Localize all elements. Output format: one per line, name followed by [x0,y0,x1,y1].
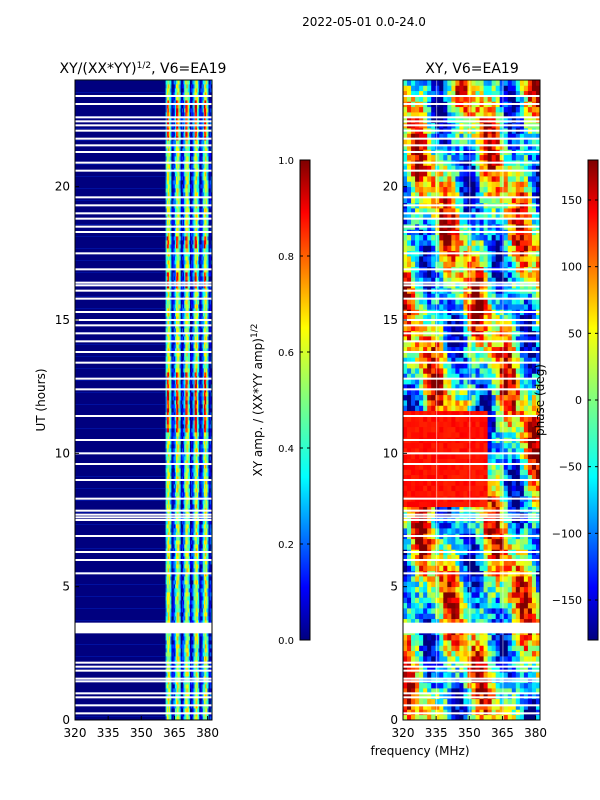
x-tick-label: 365 [163,726,186,740]
colorbar-tick-label: 0.8 [278,252,294,263]
colorbar-tick-label: 1.0 [278,156,294,167]
phase-axes-frame [402,79,541,721]
y-tick-label: 20 [55,180,70,194]
y-tick-label: 10 [383,446,398,460]
y-tick-label: 15 [55,313,70,327]
amplitude-panel: XY/(XX*YY)1/2, V6=EA19 320 335 350 365 380 0… [34,61,226,740]
colorbar-tick-label: 150 [561,194,582,207]
phase-title: XY, V6=EA19 [425,61,519,77]
y-tick-label: 15 [383,313,398,327]
amplitude-axes-frame [74,79,213,721]
y-tick-label: 20 [383,180,398,194]
amplitude-title: XY/(XX*YY)1/2, V6=EA19 [60,61,227,77]
x-tick-label: 380 [524,726,547,740]
phase-y-axis: 0 5 10 15 20 [383,180,407,727]
colorbar-tick-label: 0.4 [278,444,294,455]
colorbar-tick-label: 50 [568,327,582,340]
amplitude-heatmap [75,80,212,720]
phase-colorbar-label: phase (deg) [533,364,547,436]
colorbar-tick-label: 0.6 [278,348,294,359]
x-tick-label: 350 [458,726,481,740]
y-tick-label: 5 [62,580,70,594]
phase-colorbar-gradient [588,160,598,640]
y-tick-label: 0 [62,713,70,727]
y-tick-label: 5 [390,580,398,594]
amplitude-colorbar-frame [299,159,311,641]
colorbar-tick-label: 0.0 [278,636,294,647]
x-tick-label: 335 [97,726,120,740]
amplitude-colorbar: 0.0 0.2 0.4 0.6 0.8 1.0 XY amp. / (XX*YY amp)… [250,156,311,647]
colorbar-tick-label: 0 [575,394,582,407]
phase-colorbar: −150 −100 −50 0 50 100 150 phase (deg) [533,159,599,641]
colorbar-tick-label: −100 [552,527,582,540]
x-tick-label: 320 [64,726,87,740]
amplitude-x-axis: 320 335 350 365 380 [64,716,219,740]
x-tick-label: 350 [130,726,153,740]
y-tick-label: 0 [390,713,398,727]
colorbar-tick-label: −50 [559,461,582,474]
colorbar-tick-label: 100 [561,261,582,274]
phase-x-axis: 320 335 350 365 380 [392,716,547,740]
x-tick-label: 365 [491,726,514,740]
colorbar-tick-label: 0.2 [278,540,294,551]
amplitude-y-axis: 0 5 10 15 20 [55,180,79,727]
amplitude-colorbar-label: XY amp. / (XX*YY amp)1/2 [250,324,265,477]
x-tick-label: 320 [392,726,415,740]
y-tick-label: 10 [55,446,70,460]
suptitle: 2022-05-01 0.0-24.0 [302,15,426,29]
x-tick-label: 335 [425,726,448,740]
x-tick-label: 380 [196,726,219,740]
figure-xlabel: frequency (MHz) [370,744,469,758]
amplitude-colorbar-gradient [300,160,310,640]
phase-heatmap [403,80,540,720]
colorbar-tick-label: −150 [552,594,582,607]
phase-panel: XY, V6=EA19 320 335 350 365 380 0 5 10 15 20 [383,61,547,740]
amplitude-ylabel: UT (hours) [34,368,48,431]
